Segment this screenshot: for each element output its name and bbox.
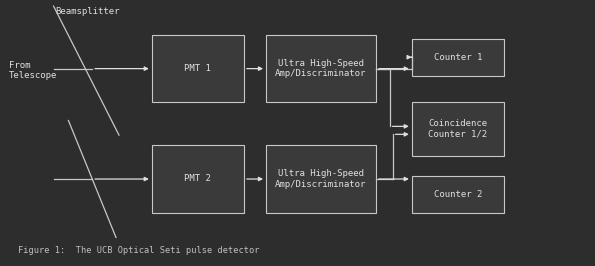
Bar — [266, 145, 376, 213]
Text: Counter 1: Counter 1 — [434, 53, 482, 62]
Bar — [152, 145, 244, 213]
Bar — [412, 102, 504, 156]
Bar — [152, 35, 244, 102]
Bar — [412, 176, 504, 213]
Text: Figure 1:  The UCB Optical Seti pulse detector: Figure 1: The UCB Optical Seti pulse det… — [18, 246, 259, 255]
Text: From
Telescope: From Telescope — [9, 61, 57, 80]
Text: Coincidence
Counter 1/2: Coincidence Counter 1/2 — [428, 119, 487, 139]
Text: Ultra High-Speed
Amp/Discriminator: Ultra High-Speed Amp/Discriminator — [275, 59, 367, 78]
Bar — [412, 39, 504, 76]
Text: Ultra High-Speed
Amp/Discriminator: Ultra High-Speed Amp/Discriminator — [275, 169, 367, 189]
Text: PMT 2: PMT 2 — [184, 174, 211, 183]
Text: PMT 1: PMT 1 — [184, 64, 211, 73]
Text: Counter 2: Counter 2 — [434, 190, 482, 199]
Bar — [266, 35, 376, 102]
Text: Beamsplitter: Beamsplitter — [55, 7, 120, 16]
